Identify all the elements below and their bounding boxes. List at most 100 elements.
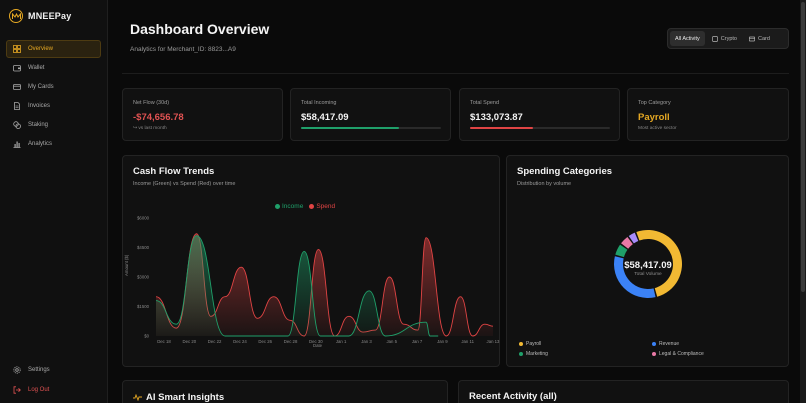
- crypto-icon: [711, 35, 718, 42]
- sidebar-item-label: My Cards: [28, 84, 54, 90]
- legend-swatch: [309, 204, 315, 209]
- wallet-icon: [13, 65, 21, 72]
- brand[interactable]: MNEEPay: [9, 9, 71, 23]
- donut-slice-other[interactable]: [628, 232, 639, 244]
- incoming-progress: [301, 127, 441, 129]
- filter-card[interactable]: Card: [744, 31, 775, 46]
- x-tick-label: Jan 13: [487, 339, 501, 344]
- x-tick-label: Dec 22: [208, 339, 222, 344]
- y-tick-label: $1500: [137, 304, 150, 309]
- incoming-value: $58,417.09: [301, 112, 349, 123]
- sidebar-nav: Overview Wallet My Cards Invoices Stakin…: [6, 40, 101, 154]
- sidebar-item-staking[interactable]: Staking: [6, 116, 101, 134]
- x-tick-label: Jan 5: [387, 339, 398, 344]
- card-icon: [13, 84, 21, 90]
- y-tick-label: $4500: [137, 245, 150, 250]
- spending-subtitle: Distribution by volume: [517, 181, 572, 187]
- donut-total: $58,417.09: [624, 260, 672, 271]
- x-tick-label: Jan 7: [412, 339, 423, 344]
- bar-chart-icon: [13, 141, 21, 148]
- incoming-card: Total Incoming $58,417.09: [290, 88, 451, 141]
- sidebar-item-invoices[interactable]: Invoices: [6, 97, 101, 115]
- page-subtitle: Analytics for Merchant_ID: 8823...A9: [130, 46, 236, 53]
- legend-income[interactable]: Income: [275, 203, 303, 210]
- spend-progress-fill: [470, 127, 533, 129]
- cashflow-title: Cash Flow Trends: [133, 166, 215, 177]
- legend-swatch: [519, 342, 523, 346]
- insights-title: AI Smart Insights: [146, 392, 225, 403]
- grid-icon: [13, 45, 21, 53]
- legend-legal[interactable]: Legal & Compliance: [652, 351, 704, 357]
- sidebar-item-label: Analytics: [28, 141, 53, 147]
- x-tick-label: Jan 3: [361, 339, 372, 344]
- sidebar-item-label: Overview: [28, 46, 54, 52]
- insights-header: AI Smart Insights: [133, 392, 224, 403]
- sidebar-item-analytics[interactable]: Analytics: [6, 135, 101, 153]
- legend-swatch: [652, 342, 656, 346]
- y-tick-label: $6000: [137, 216, 150, 221]
- cashflow-subtitle: Income (Green) vs Spend (Red) over time: [133, 181, 236, 187]
- incoming-progress-fill: [301, 127, 399, 129]
- legend-spend[interactable]: Spend: [309, 203, 335, 210]
- legend-swatch: [275, 204, 280, 209]
- sidebar: MNEEPay Overview Wallet My Cards Invoice…: [0, 0, 108, 403]
- activity-filter: All Activity Crypto Card: [667, 28, 789, 49]
- donut-slice-legal-compliance[interactable]: [621, 236, 633, 249]
- sidebar-item-settings[interactable]: Settings: [6, 361, 101, 379]
- logout-label: Log Out: [28, 387, 50, 393]
- y-tick-label: $0: [144, 334, 149, 339]
- recent-activity-panel: Recent Activity (all): [458, 380, 789, 403]
- stat-label: Total Incoming: [301, 100, 337, 106]
- legend-label: Spend: [316, 203, 336, 210]
- legend-revenue[interactable]: Revenue: [652, 341, 679, 347]
- legend-label: Payroll: [526, 341, 542, 347]
- spend-progress: [470, 127, 610, 129]
- page-title: Dashboard Overview: [130, 21, 270, 37]
- sidebar-item-wallet[interactable]: Wallet: [6, 59, 101, 77]
- filter-crypto[interactable]: Crypto: [707, 31, 742, 46]
- donut-slice-payroll[interactable]: [636, 230, 682, 297]
- stat-sub: ↪ vs last month: [133, 126, 167, 131]
- stat-label: Total Spend: [470, 100, 500, 106]
- header-divider: [122, 73, 789, 74]
- x-tick-label: Dec 18: [157, 339, 171, 344]
- legend-label: Legal & Compliance: [659, 351, 704, 357]
- series-area-spend: [156, 233, 493, 336]
- sidebar-bottom: Settings Log Out: [6, 361, 101, 401]
- cashflow-chart: $0 $1500 $3000 $4500 $6000 Dec 18 Dec 20 Dec 22…: [137, 216, 501, 345]
- filter-all-activity[interactable]: All Activity: [670, 31, 705, 46]
- main-content: Dashboard Overview Analytics for Merchan…: [108, 0, 800, 403]
- brand-name: MNEEPay: [28, 11, 72, 21]
- cashflow-panel: Cash Flow Trends Income (Green) vs Spend…: [122, 155, 500, 367]
- spend-value: $133,073.87: [470, 112, 523, 123]
- series-line-spend[interactable]: [155, 233, 494, 337]
- sidebar-item-label: Wallet: [28, 65, 45, 71]
- x-axis-label: Date: [313, 343, 323, 348]
- x-tick-label: Jan 1: [336, 339, 347, 344]
- sidebar-item-label: Staking: [28, 122, 49, 128]
- scrollbar[interactable]: [800, 0, 806, 403]
- legend-label: Income: [282, 203, 304, 210]
- legend-label: Revenue: [659, 341, 680, 347]
- spending-donut: [614, 230, 682, 298]
- scrollbar-thumb[interactable]: [801, 2, 805, 292]
- legend-label: Marketing: [526, 351, 548, 357]
- document-icon: [14, 102, 20, 110]
- x-tick-label: Dec 30: [309, 339, 323, 344]
- donut-slice-revenue[interactable]: [614, 256, 656, 298]
- gear-icon: [13, 366, 21, 374]
- logo-icon: [9, 9, 23, 23]
- logout-button[interactable]: Log Out: [6, 381, 101, 399]
- legend-marketing[interactable]: Marketing: [519, 351, 548, 357]
- donut-slice-marketing[interactable]: [615, 244, 628, 258]
- sidebar-item-my-cards[interactable]: My Cards: [6, 78, 101, 96]
- series-line-income[interactable]: [155, 235, 439, 337]
- legend-swatch: [652, 352, 656, 356]
- sidebar-item-overview[interactable]: Overview: [6, 40, 101, 58]
- spending-panel: Spending Categories Distribution by volu…: [506, 155, 789, 367]
- legend-payroll[interactable]: Payroll: [519, 341, 541, 347]
- card-icon: [748, 36, 755, 41]
- top-category-value: Payroll: [638, 112, 670, 123]
- logout-icon: [13, 386, 21, 394]
